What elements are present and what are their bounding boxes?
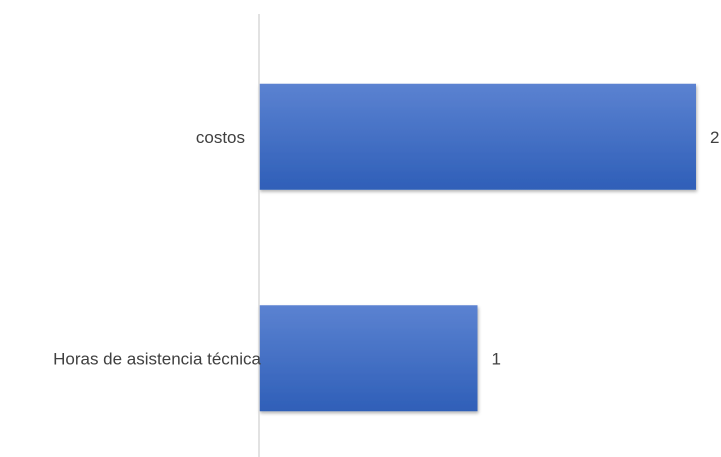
bars-layer bbox=[259, 83, 696, 412]
category-label-0: costos bbox=[196, 128, 245, 147]
labels-layer: costos 2 Horas de asistencia técnica 1 bbox=[53, 128, 719, 369]
bar-0 bbox=[259, 83, 696, 190]
bar-1 bbox=[259, 305, 478, 412]
category-label-1: Horas de asistencia técnica bbox=[53, 349, 261, 368]
data-label-1: 1 bbox=[492, 349, 501, 368]
data-label-0: 2 bbox=[710, 128, 719, 147]
